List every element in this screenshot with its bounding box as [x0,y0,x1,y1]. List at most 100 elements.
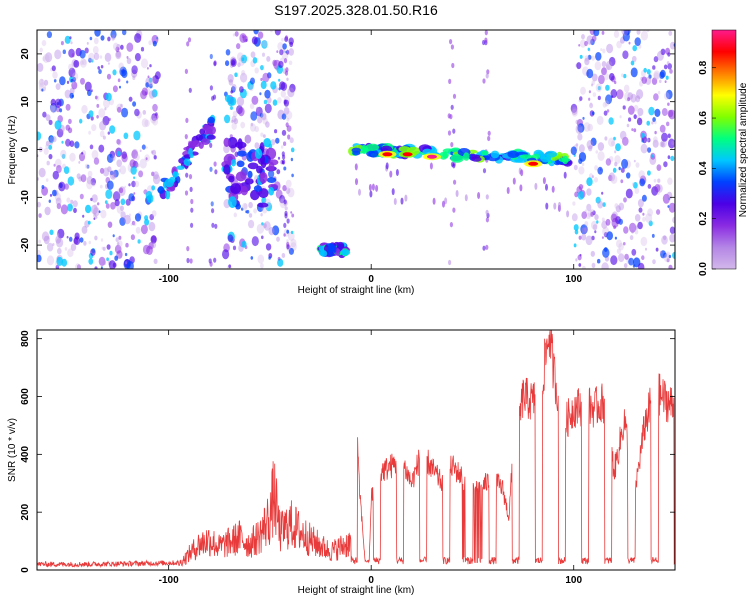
noise-cell [134,213,142,222]
noise-cell [110,30,117,39]
noise-cell [88,110,94,118]
noise-streak-cell [487,135,491,142]
feature-cell [244,134,252,144]
noise-cell [117,78,121,83]
noise-cell [280,90,286,98]
noise-cell [614,161,618,167]
noise-cell [268,169,275,179]
noise-cell [579,39,587,48]
colorbar-tick-label: 0.6 [698,111,709,125]
noise-cell [608,137,615,147]
noise-cell [68,236,73,242]
noise-cell [45,52,53,63]
noise-cell [120,44,124,50]
track-drip [512,177,516,185]
noise-cell [99,130,105,138]
noise-cell [44,206,51,216]
noise-cell [232,33,235,37]
noise-cell [622,105,626,110]
track-drip [442,200,445,208]
noise-streak-cell [209,261,213,267]
snr-panel: 0 200 400 600 800 -100 0 100 Height of straigh… [7,329,676,596]
noise-cell [605,94,613,105]
feature-cell [176,165,185,170]
noise-cell [114,244,122,254]
noise-cell [55,197,62,206]
feature-cell [183,154,192,159]
noise-cell [631,182,635,186]
noise-cell [630,67,638,78]
noise-cell [87,170,93,178]
noise-cell [666,61,670,65]
noise-streak-cell [184,68,188,74]
noise-cell [250,51,256,58]
noise-cell [99,167,105,174]
noise-cell [60,41,64,46]
noise-cell [85,204,92,214]
noise-cell [596,220,599,224]
noise-streak-cell [213,61,217,67]
noise-cell [128,183,131,187]
noise-cell [70,243,77,251]
noise-streak-cell [209,53,213,60]
noise-cell [79,58,87,68]
noise-cell [249,84,254,92]
noise-cell [233,118,239,125]
noise-cell [669,69,673,74]
noise-cell [620,179,624,184]
noise-cell [115,237,119,243]
noise-cell [80,60,84,66]
noise-cell [604,136,608,141]
noise-cell [579,96,583,101]
feature-cell [266,177,277,184]
noise-cell [642,216,646,222]
noise-cell [105,203,110,209]
noise-cell [591,73,598,82]
noise-streak-cell [452,128,456,134]
noise-cell [646,30,650,33]
noise-cell [597,151,605,161]
noise-cell [664,80,667,83]
noise-streak-cell [213,257,217,263]
noise-cell [252,57,258,64]
noise-cell [123,214,131,225]
noise-cell [650,154,654,158]
noise-cell [591,175,595,179]
noise-cell [634,187,640,194]
noise-cell [38,213,42,218]
noise-cell [248,213,253,218]
noise-cell [627,97,631,102]
track-peak [427,154,437,159]
noise-cell [604,100,609,107]
noise-cell [571,106,578,115]
noise-streak-cell [447,113,451,119]
noise-cell [263,134,266,139]
noise-streak-cell [482,168,487,174]
noise-cell [102,167,110,177]
noise-cell [67,248,74,258]
colorbar-label: Normalized spectral amplitude [738,82,749,217]
y-tick-label: 10 [20,96,31,108]
noise-cell [619,115,622,119]
noise-cell [648,220,653,227]
noise-cell [119,187,124,194]
noise-streak-cell [184,134,188,140]
noise-cell [580,224,588,235]
noise-streak-cell [190,207,194,213]
noise-cell [580,86,586,95]
noise-cell [652,65,656,70]
noise-cell [290,157,294,162]
noise-cell [56,237,64,248]
noise-cell [112,234,115,238]
noise-cell [94,266,98,269]
noise-cell [72,72,79,81]
noise-cell [265,121,270,128]
noise-cell [256,223,265,234]
track-peak [382,152,393,157]
noise-cell [99,55,103,59]
feature-cell [263,138,272,148]
noise-cell [257,31,264,39]
noise-cell [291,173,294,178]
noise-cell [38,82,47,92]
noise-cell [48,153,53,160]
